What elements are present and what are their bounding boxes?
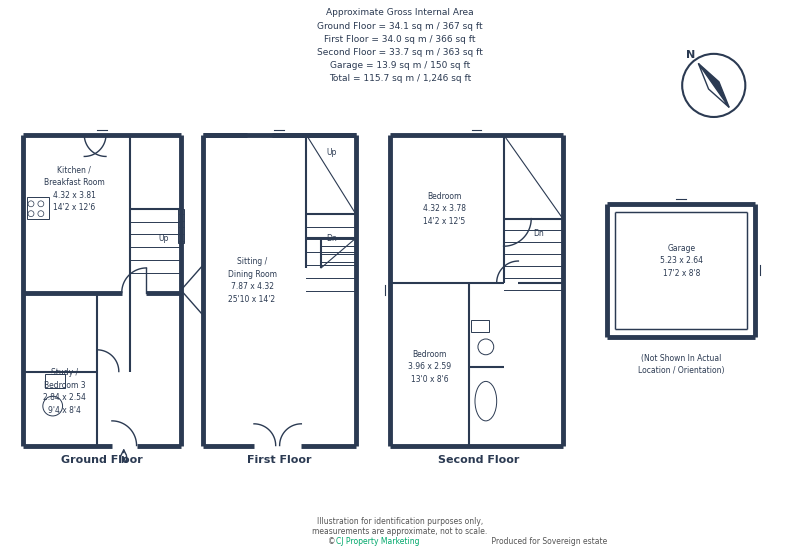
- Bar: [178, 209, 184, 243]
- Text: Second Floor: Second Floor: [438, 456, 520, 465]
- Text: CJ Property Marketing: CJ Property Marketing: [336, 537, 419, 546]
- Text: Dn: Dn: [533, 229, 543, 238]
- Text: Garage
5.23 x 2.64
17'2 x 8'8: Garage 5.23 x 2.64 17'2 x 8'8: [660, 244, 702, 277]
- Text: Produced for Sovereign estate: Produced for Sovereign estate: [489, 537, 607, 546]
- Text: Up: Up: [158, 234, 168, 243]
- Text: Bedroom
4.32 x 3.78
14'2 x 12'5: Bedroom 4.32 x 3.78 14'2 x 12'5: [423, 192, 466, 226]
- Bar: [471, 320, 489, 332]
- Circle shape: [682, 54, 746, 117]
- Text: (Not Shown In Actual
Location / Orientation): (Not Shown In Actual Location / Orientat…: [638, 354, 725, 375]
- Text: Approximate Gross Internal Area
Ground Floor = 34.1 sq m / 367 sq ft
First Floor: Approximate Gross Internal Area Ground F…: [317, 8, 483, 83]
- Ellipse shape: [475, 381, 497, 421]
- Text: N: N: [686, 50, 696, 60]
- Text: ©: ©: [328, 537, 338, 546]
- Bar: [27, 197, 49, 219]
- Bar: [45, 375, 65, 389]
- Text: Up: Up: [326, 148, 337, 157]
- Text: Dn: Dn: [326, 234, 338, 243]
- Text: Kitchen /
Breakfast Room
4.32 x 3.81
14'2 x 12'6: Kitchen / Breakfast Room 4.32 x 3.81 14'…: [44, 166, 105, 212]
- Text: First Floor: First Floor: [247, 456, 312, 465]
- Text: Illustration for identification purposes only,: Illustration for identification purposes…: [317, 517, 483, 526]
- Text: Ground Floor: Ground Floor: [61, 456, 143, 465]
- Text: Sitting /
Dining Room
7.87 x 4.32
25'10 x 14'2: Sitting / Dining Room 7.87 x 4.32 25'10 …: [227, 257, 277, 304]
- Polygon shape: [698, 63, 729, 107]
- Text: Study /
Bedroom 3
2.84 x 2.54
9'4 x 8'4: Study / Bedroom 3 2.84 x 2.54 9'4 x 8'4: [43, 368, 86, 415]
- Text: measurements are approximate, not to scale.: measurements are approximate, not to sca…: [312, 527, 488, 536]
- Text: Bedroom
3.96 x 2.59
13'0 x 8'6: Bedroom 3.96 x 2.59 13'0 x 8'6: [408, 349, 451, 383]
- Text: IN: IN: [118, 456, 129, 465]
- Polygon shape: [181, 266, 202, 315]
- Polygon shape: [698, 63, 729, 107]
